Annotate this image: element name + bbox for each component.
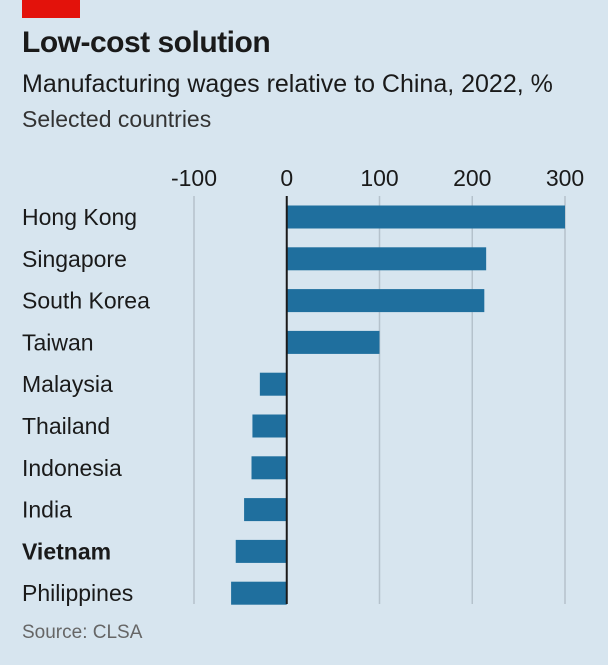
bar-south-korea <box>286 289 485 313</box>
brand-tag <box>22 0 80 18</box>
bar-india <box>244 498 287 522</box>
x-tick-label: 300 <box>546 165 584 191</box>
x-tick-label: 100 <box>360 165 398 191</box>
category-label: Malaysia <box>22 371 113 397</box>
bar-malaysia <box>259 372 287 396</box>
x-tick-label: 200 <box>453 165 491 191</box>
category-label: Hong Kong <box>22 204 137 230</box>
bar-singapore <box>286 247 487 271</box>
chart-subtitle: Manufacturing wages relative to China, 2… <box>22 70 553 98</box>
category-label: India <box>22 497 72 523</box>
chart-title: Low-cost solution <box>22 26 271 59</box>
x-tick-label: -100 <box>171 165 217 191</box>
bar-thailand <box>252 414 287 438</box>
bar-indonesia <box>251 456 287 480</box>
chart-note: Selected countries <box>22 106 212 132</box>
bar-vietnam <box>235 539 287 563</box>
bar-taiwan <box>286 330 380 354</box>
x-tick-label: 0 <box>280 165 293 191</box>
category-label: Indonesia <box>22 455 122 481</box>
category-label: Taiwan <box>22 329 94 355</box>
bar-hong-kong <box>286 205 565 229</box>
category-label: South Korea <box>22 288 150 314</box>
source-note: Source: CLSA <box>22 622 143 643</box>
bar-philippines <box>231 581 287 605</box>
category-label: Singapore <box>22 246 127 272</box>
category-label: Philippines <box>22 580 133 606</box>
category-label: Thailand <box>22 413 110 439</box>
category-label: Vietnam <box>22 538 111 564</box>
